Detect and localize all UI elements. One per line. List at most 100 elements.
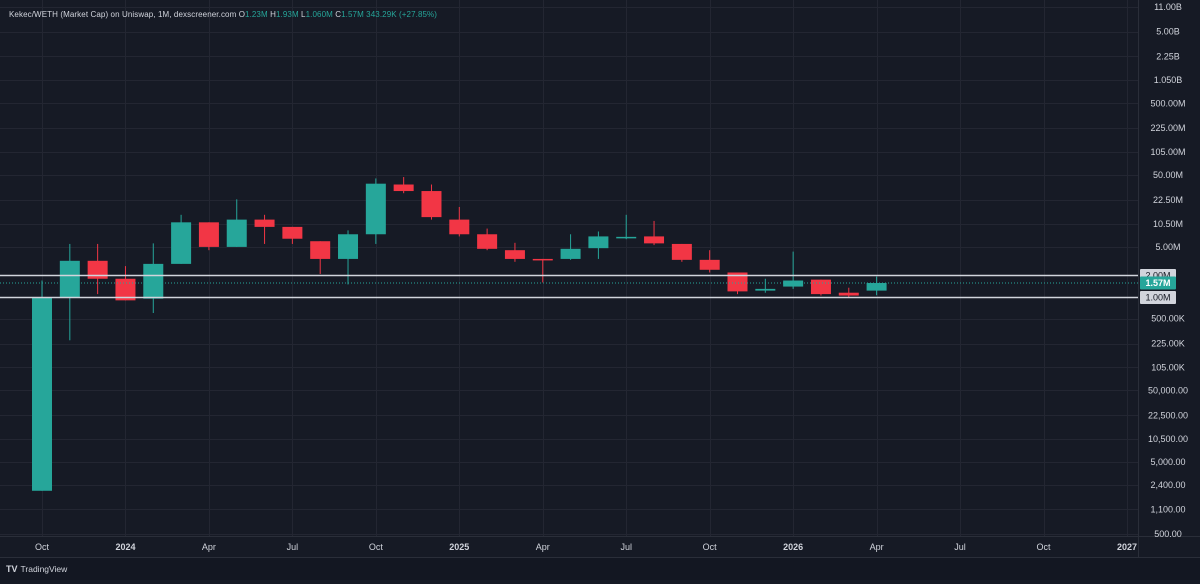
candle-body	[171, 222, 192, 264]
footer-bar: TV TradingView	[0, 557, 1200, 580]
chart-legend: Kekec/WETH (Market Cap) on Uniswap, 1M, …	[9, 10, 437, 19]
candle-down[interactable]	[421, 184, 442, 220]
candle-body	[699, 259, 720, 270]
candle-body	[727, 272, 748, 292]
candle-body	[616, 236, 637, 239]
candle-body	[810, 279, 831, 295]
candle-body	[477, 234, 498, 249]
time-axis-label: Apr	[202, 542, 216, 552]
time-axis-label: 2024	[115, 542, 135, 552]
candle-down[interactable]	[838, 287, 859, 298]
time-axis-label: Apr	[870, 542, 884, 552]
candle-body	[282, 226, 303, 239]
time-axis-label: Oct	[369, 542, 384, 552]
candle-body	[338, 234, 359, 259]
candle-body	[838, 292, 859, 296]
candle-body	[449, 219, 470, 235]
time-axis-label: Jul	[287, 542, 299, 552]
candle-down[interactable]	[644, 220, 665, 246]
candle-body	[393, 184, 414, 192]
time-axis-label: Apr	[536, 542, 550, 552]
candle-down[interactable]	[198, 222, 219, 251]
price-axis-label: 22,500.00	[1148, 410, 1188, 420]
candle-up[interactable]	[588, 231, 609, 259]
legend-low-value: 1.060M	[305, 10, 333, 19]
candle-up[interactable]	[171, 214, 192, 264]
legend-symbol: Kekec/WETH (Market Cap) on Uniswap, 1M, …	[9, 10, 237, 19]
time-axis-label: Jul	[620, 542, 632, 552]
candle-body	[87, 260, 108, 279]
candle-body	[365, 183, 386, 235]
candle-down[interactable]	[810, 279, 831, 296]
candle-up[interactable]	[32, 280, 52, 491]
candle-body	[226, 219, 247, 247]
horizontal-line-label-bg	[1140, 291, 1176, 304]
last-price-label: 1.57M	[1145, 278, 1170, 288]
candle-up[interactable]	[143, 243, 164, 313]
candle-body	[588, 236, 609, 249]
price-axis-label: 11.00B	[1154, 2, 1182, 12]
tradingview-label: TradingView	[20, 564, 68, 574]
price-axis-label: 105.00K	[1151, 362, 1185, 372]
candle-down[interactable]	[532, 258, 553, 283]
candle-body	[254, 219, 275, 227]
candle-down[interactable]	[477, 228, 498, 251]
candle-body	[866, 283, 887, 291]
candle-down[interactable]	[254, 214, 275, 244]
time-axis-label: Oct	[35, 542, 50, 552]
candle-down[interactable]	[393, 177, 414, 194]
time-axis-label: Oct	[703, 542, 718, 552]
candle-body	[783, 280, 804, 287]
tradingview-brand[interactable]: TV TradingView	[6, 564, 67, 574]
candle-body	[532, 258, 553, 261]
candle-down[interactable]	[282, 226, 303, 244]
legend-close-value: 1.57M	[341, 10, 364, 19]
price-axis-label: 500.00K	[1151, 314, 1185, 324]
price-axis-label: 5.00B	[1156, 27, 1180, 37]
price-axis-label: 1.050B	[1154, 75, 1183, 85]
candle-up[interactable]	[560, 234, 581, 260]
candle-up[interactable]	[755, 278, 776, 293]
price-axis-label: 50,000.00	[1148, 385, 1188, 395]
candle-up[interactable]	[783, 251, 804, 289]
price-axis-label: 500.00M	[1150, 98, 1185, 108]
price-axis-label: 10.50M	[1153, 219, 1183, 229]
time-axis-label: Jul	[954, 542, 966, 552]
candle-down[interactable]	[671, 243, 692, 262]
price-axis-label: 105.00M	[1150, 147, 1185, 157]
candle-body	[755, 288, 776, 291]
tradingview-logo-icon: TV	[6, 564, 18, 574]
candle-up[interactable]	[365, 178, 386, 244]
time-axis-label: Oct	[1037, 542, 1052, 552]
candle-up[interactable]	[616, 214, 637, 240]
price-axis-label: 1,100.00	[1150, 504, 1185, 514]
horizontal-line-label: 1.00M	[1145, 293, 1170, 303]
candle-down[interactable]	[699, 250, 720, 273]
candle-body	[115, 278, 136, 301]
candle-body	[421, 191, 442, 218]
price-axis-label: 500.00	[1154, 529, 1182, 539]
candle-body	[504, 250, 525, 259]
candle-down[interactable]	[449, 206, 470, 237]
candle-down[interactable]	[504, 242, 525, 262]
candle-up[interactable]	[226, 199, 247, 247]
candle-down[interactable]	[310, 241, 331, 274]
candle-body	[198, 222, 219, 247]
candle-body	[59, 260, 80, 298]
candle-up[interactable]	[59, 243, 80, 341]
candle-down[interactable]	[115, 266, 136, 301]
legend-high-label: H	[270, 10, 276, 19]
legend-high-value: 1.93M	[275, 10, 299, 19]
horizontal-line-label: 2.00M	[1145, 271, 1170, 281]
price-axis-label: 22.50M	[1153, 195, 1183, 205]
price-axis-label: 10,500.00	[1148, 434, 1188, 444]
legend-low-label: L	[301, 10, 306, 19]
candle-down[interactable]	[87, 243, 108, 295]
price-axis-label: 2.25B	[1156, 51, 1180, 61]
candle-body	[560, 248, 581, 259]
candle-up[interactable]	[866, 276, 887, 296]
price-axis-label: 5.00M	[1155, 242, 1180, 252]
last-price-label-bg	[1140, 276, 1176, 290]
